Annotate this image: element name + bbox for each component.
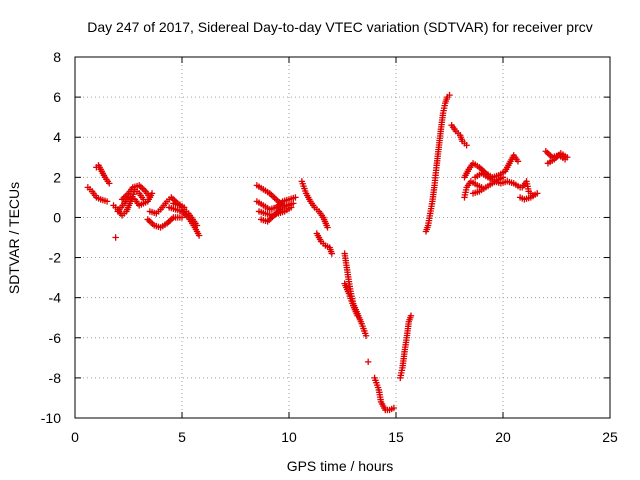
y-tick-label: 8 [53, 49, 61, 65]
x-tick-label: 5 [178, 429, 186, 445]
data-point [534, 190, 541, 197]
data-point [564, 154, 571, 161]
data-point [328, 250, 335, 257]
x-tick-label: 15 [388, 429, 404, 445]
x-tick-label: 10 [281, 429, 297, 445]
y-tick-label: -10 [41, 410, 61, 426]
axis-ticks [74, 56, 611, 419]
data-point [290, 200, 297, 207]
y-tick-label: -4 [49, 290, 62, 306]
data-point [446, 91, 453, 99]
data-point [193, 222, 201, 229]
y-tick-label: -6 [49, 330, 62, 346]
data-point [292, 194, 299, 201]
y-tick-label: -2 [49, 250, 62, 266]
y-tick-label: 2 [53, 169, 61, 185]
y-tick-labels: -10 -8 -6 -4 -2 0 2 4 6 8 [41, 49, 61, 426]
data-point [178, 214, 186, 221]
y-tick-label: 6 [53, 89, 61, 105]
y-tick-label: 4 [53, 129, 61, 145]
data-point [407, 312, 415, 319]
data-point [354, 312, 361, 319]
data-point [499, 174, 507, 181]
chart-title: Day 247 of 2017, Sidereal Day-to-day VTE… [87, 19, 593, 35]
x-tick-labels: 0 5 10 15 20 25 [71, 429, 618, 445]
x-tick-label: 20 [495, 429, 511, 445]
grid-lines [75, 57, 610, 418]
data-points [84, 91, 571, 414]
data-point [324, 224, 331, 231]
y-tick-label: -8 [49, 370, 62, 386]
x-tick-label: 0 [71, 429, 79, 445]
data-point [514, 158, 522, 165]
x-axis-label: GPS time / hours [287, 458, 394, 474]
data-point [463, 142, 470, 149]
data-point [529, 192, 537, 199]
data-point [146, 194, 154, 201]
data-point [106, 180, 113, 187]
data-point [390, 404, 398, 412]
data-point [103, 198, 111, 205]
x-tick-label: 25 [602, 429, 618, 445]
y-axis-label: SDTVAR / TECUs [6, 182, 22, 294]
data-point [112, 234, 119, 241]
data-point [364, 358, 372, 366]
y-tick-label: 0 [53, 209, 61, 225]
data-point [195, 232, 203, 239]
data-point [362, 332, 370, 339]
plot-frame [74, 56, 611, 419]
